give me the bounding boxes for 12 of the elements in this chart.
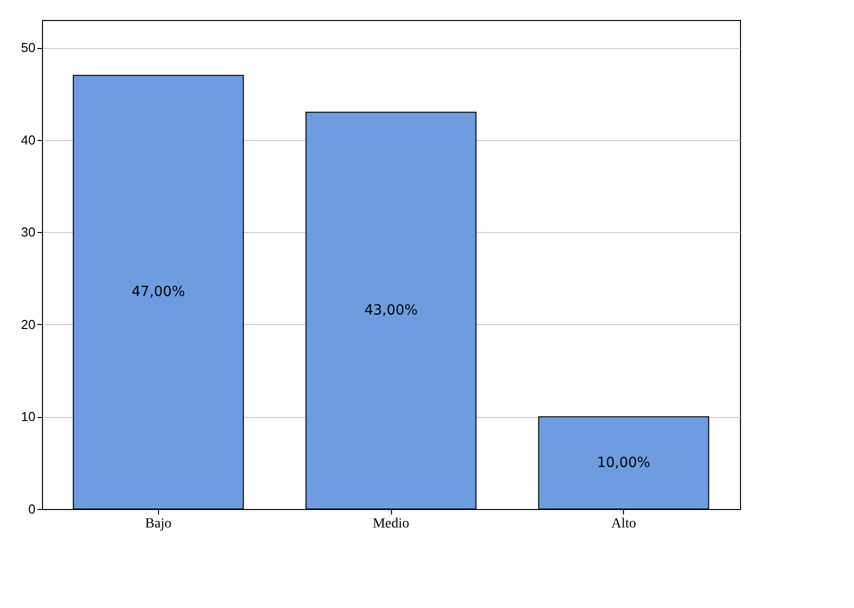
x-tick-label: Alto	[611, 516, 636, 532]
y-tick-label: 50	[21, 40, 36, 56]
y-tick-label: 10	[21, 409, 36, 424]
y-tick-label: 20	[21, 316, 36, 332]
y-tick-label: 40	[21, 132, 36, 148]
y-tick-label: 0	[28, 502, 36, 516]
data-label: 47,00%	[132, 284, 186, 300]
data-label: 10,00%	[596, 454, 650, 471]
data-label: 43,00%	[364, 302, 418, 319]
x-tick-label: Bajo	[145, 516, 172, 532]
x-tick-label: Medio	[372, 516, 410, 532]
y-tick-label: 30	[21, 224, 36, 240]
